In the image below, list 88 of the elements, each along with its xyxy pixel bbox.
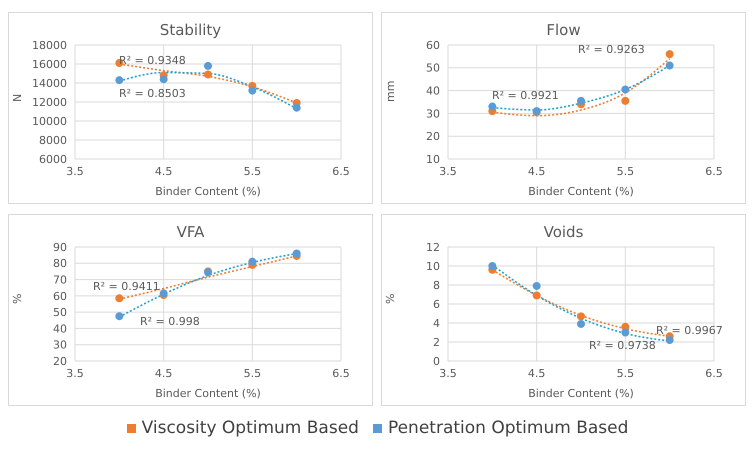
x-axis-title: Binder Content (%) bbox=[528, 185, 634, 198]
y-tick-label: 16000 bbox=[32, 58, 67, 71]
y-axis-title: % bbox=[384, 294, 397, 304]
y-tick-label: 30 bbox=[426, 107, 440, 120]
chart-title: Voids bbox=[542, 223, 584, 241]
y-tick-label: 10 bbox=[426, 152, 440, 166]
y-tick-label: 4 bbox=[433, 316, 440, 330]
legend-label: Viscosity Optimum Based bbox=[142, 418, 359, 438]
y-tick-label: 40 bbox=[426, 84, 440, 98]
x-tick-label: 6.5 bbox=[705, 366, 723, 380]
y-tick-label: 6 bbox=[433, 298, 440, 311]
y-tick-label: 60 bbox=[426, 38, 440, 52]
y-tick-label: 12 bbox=[426, 240, 440, 254]
x-tick-label: 5.5 bbox=[244, 164, 262, 178]
y-tick-label: 10000 bbox=[32, 114, 67, 128]
y-tick-label: 30 bbox=[53, 338, 67, 352]
point bbox=[621, 96, 630, 105]
point bbox=[115, 294, 124, 302]
x-tick-label: 5.5 bbox=[244, 366, 262, 380]
y-tick-label: 80 bbox=[53, 257, 67, 270]
point bbox=[488, 262, 496, 270]
y-tick-label: 6000 bbox=[39, 152, 67, 166]
x-axis-title: Binder Content (%) bbox=[155, 387, 261, 400]
y-tick-label: 70 bbox=[53, 273, 67, 286]
y-tick-label: 40 bbox=[53, 322, 67, 336]
y-axis-title: N bbox=[10, 94, 24, 102]
y-tick-label: 50 bbox=[53, 306, 67, 320]
y-tick-label: 0 bbox=[433, 354, 440, 368]
x-tick-label: 3.5 bbox=[439, 164, 457, 178]
y-axis-title: % bbox=[10, 294, 24, 304]
x-tick-label: 6.5 bbox=[332, 366, 350, 380]
legend-label: Penetration Optimum Based bbox=[388, 418, 628, 438]
x-tick-label: 3.5 bbox=[66, 164, 84, 178]
point bbox=[115, 312, 124, 320]
point bbox=[115, 76, 124, 84]
point bbox=[666, 336, 674, 344]
point bbox=[621, 85, 630, 94]
y-tick-label: 50 bbox=[426, 62, 440, 75]
x-tick-label: 5.5 bbox=[616, 366, 634, 380]
point bbox=[577, 320, 585, 328]
x-tick-label: 3.5 bbox=[66, 366, 84, 380]
x-tick-label: 4.5 bbox=[154, 164, 172, 178]
y-tick-label: 60 bbox=[53, 290, 67, 303]
x-tick-label: 4.5 bbox=[528, 164, 546, 178]
point bbox=[532, 282, 541, 290]
point bbox=[204, 70, 212, 78]
point bbox=[488, 102, 496, 111]
point bbox=[577, 96, 585, 105]
x-axis-title: Binder Content (%) bbox=[528, 387, 634, 400]
annotation: R² = 0.9348 bbox=[119, 54, 186, 67]
y-axis-title: mm bbox=[384, 80, 397, 102]
y-tick-label: 18000 bbox=[32, 38, 67, 52]
point bbox=[532, 291, 541, 300]
y-tick-label: 8 bbox=[433, 278, 440, 292]
point bbox=[204, 62, 212, 70]
annotation: R² = 0.9738 bbox=[589, 339, 656, 352]
y-tick-label: 20 bbox=[53, 354, 67, 368]
point bbox=[577, 312, 585, 320]
chart-title: VFA bbox=[176, 223, 206, 241]
chart-title: Flow bbox=[545, 21, 582, 39]
y-tick-label: 20 bbox=[426, 130, 440, 144]
y-tick-label: 2 bbox=[433, 336, 440, 349]
point bbox=[666, 62, 674, 70]
annotation: R² = 0.9263 bbox=[578, 43, 645, 56]
point bbox=[248, 86, 256, 95]
x-tick-label: 4.5 bbox=[528, 366, 546, 380]
x-tick-label: 4.5 bbox=[154, 366, 172, 380]
y-tick-label: 90 bbox=[53, 240, 67, 254]
y-tick-label: 14000 bbox=[32, 76, 67, 90]
point bbox=[666, 50, 674, 58]
annotation: R² = 0.998 bbox=[140, 315, 200, 328]
point bbox=[248, 258, 256, 266]
annotation: R² = 0.8503 bbox=[119, 87, 186, 100]
y-tick-label: 12000 bbox=[32, 96, 67, 109]
x-tick-label: 6.5 bbox=[332, 164, 350, 178]
point bbox=[160, 75, 168, 84]
point bbox=[292, 104, 301, 112]
point bbox=[621, 328, 630, 336]
y-tick-label: 10 bbox=[426, 260, 440, 273]
chart-title: Stability bbox=[158, 21, 222, 39]
x-axis-title: Binder Content (%) bbox=[155, 185, 261, 198]
x-tick-label: 6.5 bbox=[705, 164, 723, 178]
y-tick-label: 8000 bbox=[39, 134, 67, 147]
annotation: R² = 0.9967 bbox=[656, 324, 723, 337]
annotation: R² = 0.9921 bbox=[492, 89, 559, 102]
annotation: R² = 0.9411 bbox=[93, 280, 160, 293]
x-tick-label: 3.5 bbox=[439, 366, 457, 380]
x-tick-label: 5.5 bbox=[616, 164, 634, 178]
